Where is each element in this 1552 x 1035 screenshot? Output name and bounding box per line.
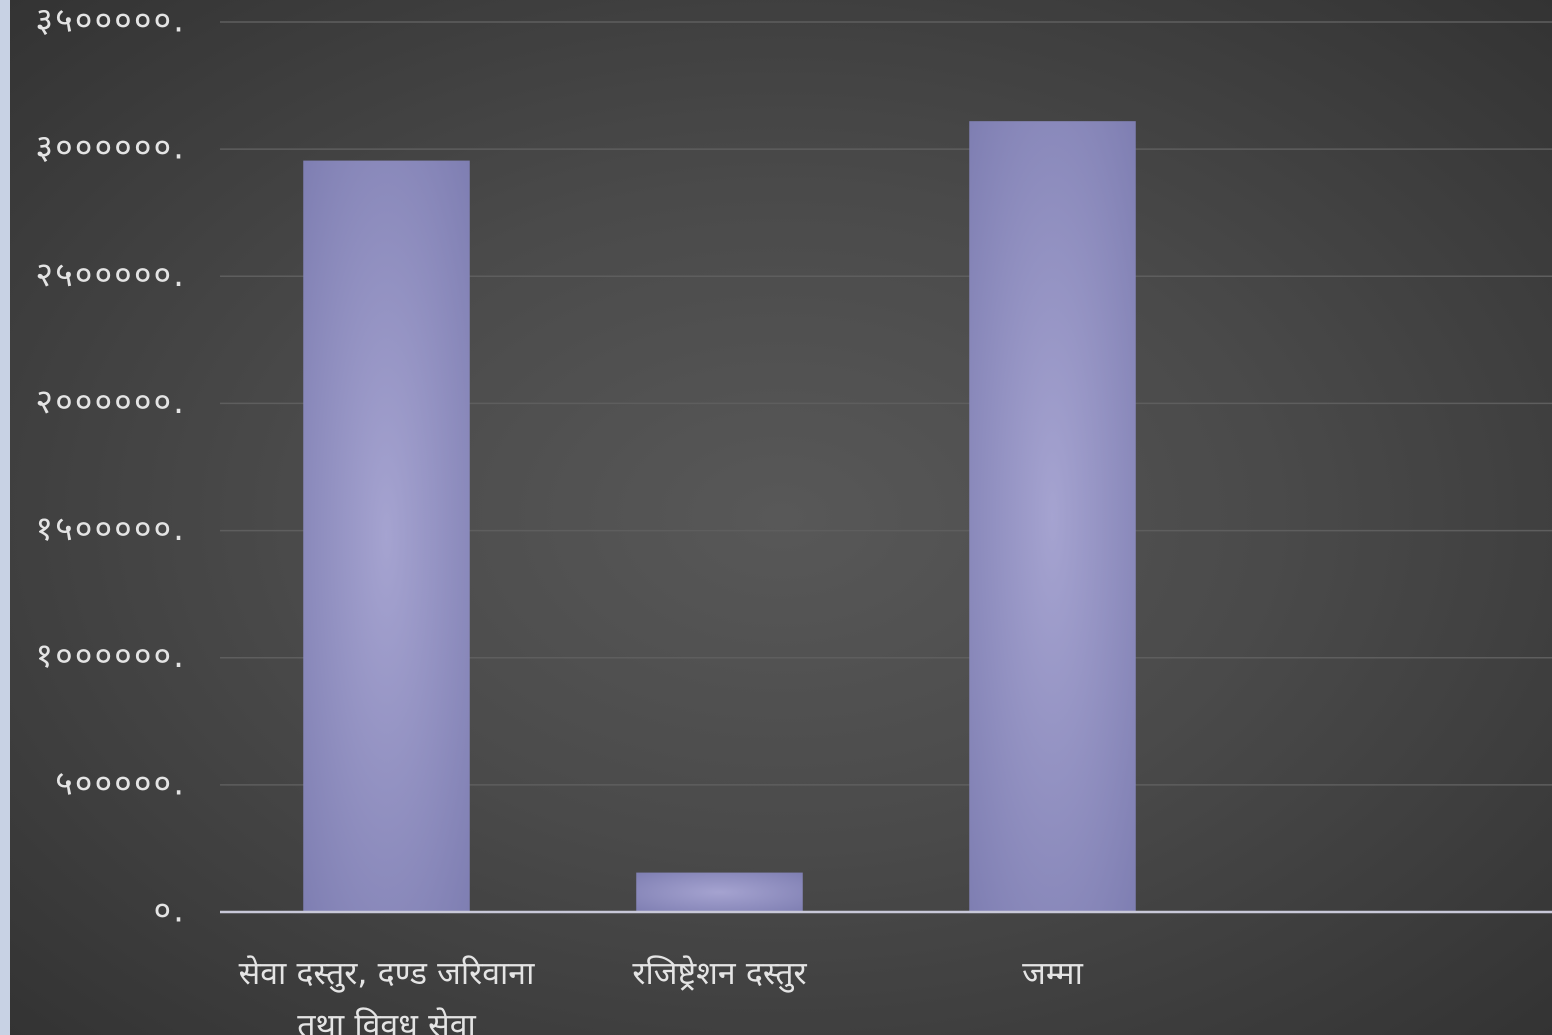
x-category-label: सेवा दस्तुर, दण्ड जरिवाना xyxy=(239,954,535,993)
category-labels: सेवा दस्तुर, दण्ड जरिवाना तथा विवध सेवा रज… xyxy=(239,954,1084,1035)
bar xyxy=(969,121,1136,912)
y-tick-label: ५०००००. xyxy=(55,763,186,803)
x-category-label: रजिष्ट्रेशन दस्तुर xyxy=(632,954,807,993)
bars xyxy=(303,121,1136,913)
y-tick-label: २५०००००. xyxy=(35,255,186,295)
y-tick-label: १००००००. xyxy=(35,636,186,676)
y-tick-label: ०. xyxy=(154,891,187,931)
bar xyxy=(303,160,470,913)
x-category-label: जम्मा xyxy=(1022,954,1083,992)
bar-chart: ०. ५०००००. १००००००. १५०००००. २००००००. २५०००००… xyxy=(35,1,1552,1035)
chart-area: ०. ५०००००. १००००००. १५०००००. २००००००. २५०००००… xyxy=(10,0,1552,1035)
y-tick-label: १५०००००. xyxy=(35,509,186,549)
x-category-label: तथा विवध सेवा xyxy=(297,1006,476,1035)
y-tick-label: २००००००. xyxy=(35,382,186,422)
y-tick-label: ३५०००००. xyxy=(35,1,186,41)
y-tick-labels: ०. ५०००००. १००००००. १५०००००. २००००००. २५०००००… xyxy=(35,1,187,931)
y-tick-label: ३००००००. xyxy=(35,128,186,168)
bar xyxy=(636,872,803,912)
